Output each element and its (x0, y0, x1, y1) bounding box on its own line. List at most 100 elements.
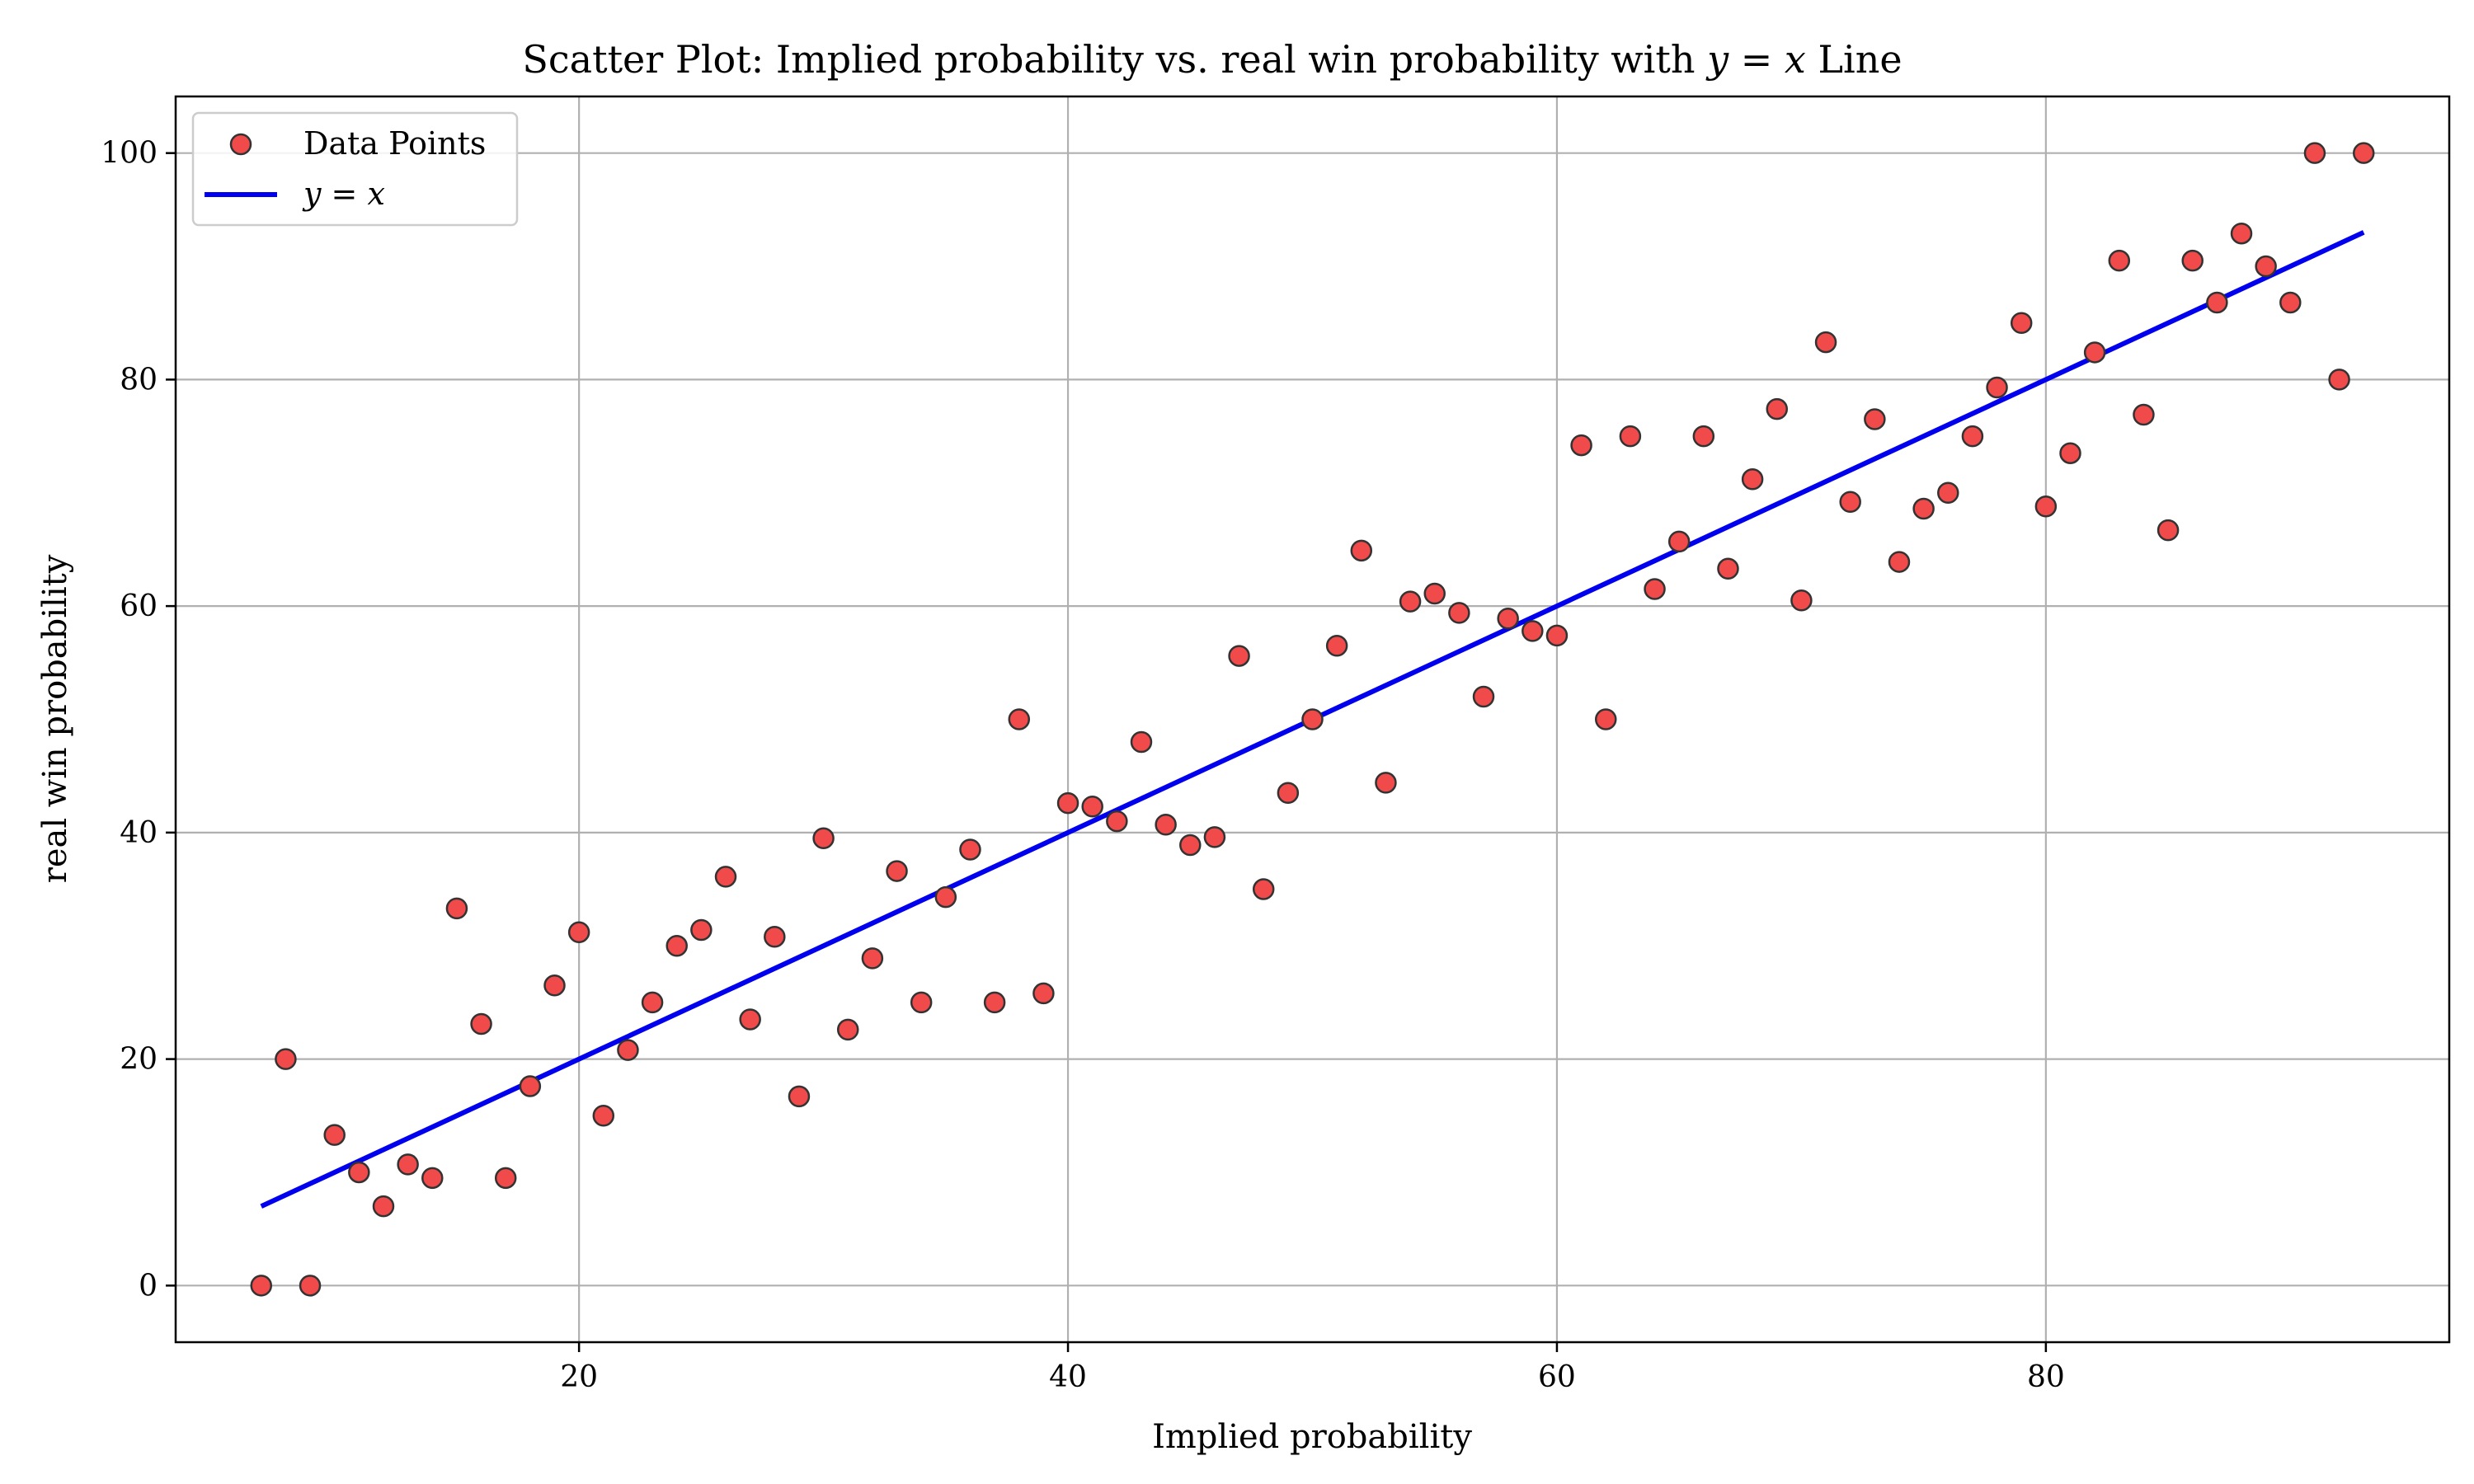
y-axis-label: real win probability (36, 554, 74, 883)
scatter-point (788, 1085, 811, 1108)
scatter-point (1008, 708, 1031, 730)
scatter-point (323, 1124, 346, 1146)
scatter-point (910, 991, 933, 1014)
scatter-point (1790, 589, 1813, 612)
scatter-point (372, 1195, 395, 1218)
x-axis-label: Implied probability (1152, 1418, 1472, 1456)
scatter-point (299, 1275, 322, 1297)
scatter-point (959, 838, 981, 861)
scatter-point (1741, 468, 1764, 491)
scatter-point (1594, 708, 1617, 730)
scatter-point (1252, 878, 1275, 900)
scatter-point (1179, 834, 1202, 857)
scatter-point (543, 974, 566, 997)
scatter-point (1032, 982, 1055, 1005)
scatter-point (2133, 403, 2155, 426)
y-tick-label: 0 (139, 1269, 158, 1303)
scatter-point (1203, 826, 1226, 848)
scatter-point (445, 897, 468, 920)
y-tick-label: 40 (120, 816, 158, 850)
scatter-point (2352, 142, 2375, 164)
legend-marker-icon (229, 133, 252, 156)
scatter-point (1692, 425, 1715, 448)
scatter-point (812, 827, 835, 849)
scatter-point (1472, 685, 1495, 708)
grid (176, 96, 2449, 1342)
y-tick-label: 80 (120, 363, 158, 397)
scatter-point (2303, 142, 2326, 164)
scatter-point (1717, 557, 1739, 580)
y-tick-label: 60 (120, 589, 158, 623)
x-tick-label: 20 (560, 1360, 598, 1394)
scatter-point (2108, 249, 2131, 272)
scatter-point (1644, 578, 1666, 600)
scatter-point (1325, 634, 1348, 657)
plot-frame (174, 95, 2451, 1344)
scatter-point (1619, 425, 1642, 448)
scatter-point (617, 1039, 639, 1061)
scatter-point (641, 991, 664, 1014)
scatter-point (983, 991, 1006, 1014)
scatter-point (1545, 624, 1569, 647)
y-tick-label: 20 (120, 1043, 158, 1077)
chart-title-math: y = x (1705, 37, 1806, 82)
y-axis-ticks: 0 20 40 60 80 100 (101, 137, 176, 1303)
scatter-point (836, 1018, 859, 1041)
scatter-point (1766, 397, 1789, 420)
scatter-point (1399, 590, 1422, 613)
scatter-point (861, 947, 884, 970)
x-tick-label: 60 (1538, 1360, 1576, 1394)
scatter-point (1448, 602, 1470, 624)
scatter-point (1056, 791, 1079, 815)
scatter-point (397, 1153, 419, 1176)
scatter-point (592, 1105, 615, 1127)
scatter-point (1937, 481, 1959, 505)
scatter-point (739, 1008, 761, 1031)
scatter-point (2157, 519, 2180, 542)
scatter-point (886, 860, 908, 882)
legend: Data Points y = x (191, 111, 519, 227)
x-axis-ticks: 20 40 60 80 (560, 1342, 2065, 1394)
scatter-point (934, 885, 957, 909)
legend-label-y-equals-x: y = x (302, 176, 385, 212)
scatter-point (2181, 249, 2204, 272)
chart-title-suffix: Line (1818, 37, 1902, 82)
scatter-point (1888, 551, 1911, 573)
scatter-point (519, 1075, 542, 1097)
scatter-point (2255, 255, 2277, 278)
scatter-point (2328, 369, 2350, 391)
scatter-point (250, 1275, 273, 1297)
scatter-point (2010, 312, 2033, 334)
scatter-point (1961, 425, 1984, 448)
scatter-point (1814, 331, 1837, 354)
scatter-point (666, 934, 688, 957)
scatter-point (1130, 730, 1153, 754)
scatter-point (1375, 772, 1397, 794)
scatter-point (1864, 408, 1886, 430)
scatter-point (764, 925, 786, 948)
legend-label-data-points: Data Points (303, 125, 486, 162)
scatter-point (421, 1167, 444, 1190)
scatter-point (567, 921, 590, 943)
scatter-point (2206, 291, 2228, 314)
scatter-point (1912, 497, 1935, 520)
scatter-point (1081, 796, 1103, 818)
scatter-point (1228, 645, 1250, 667)
scatter-point (2034, 495, 2058, 518)
scatter-point (494, 1167, 517, 1190)
scatter-point (2059, 442, 2081, 464)
scatter-point (1839, 491, 1861, 514)
scatter-point (1106, 810, 1128, 833)
scatter-point (2279, 291, 2302, 314)
scatter-point (1522, 620, 1544, 642)
scatter-point (2230, 222, 2253, 245)
chart-title: Scatter Plot: Implied probability vs. re… (522, 37, 1902, 82)
x-tick-label: 80 (2027, 1360, 2065, 1394)
scatter-point (1155, 813, 1177, 836)
scatter-point (275, 1048, 297, 1070)
scatter-point (1497, 607, 1519, 630)
scatter-point (1986, 376, 2008, 399)
scatter-point (1570, 434, 1592, 457)
scatter-point (1350, 539, 1373, 562)
